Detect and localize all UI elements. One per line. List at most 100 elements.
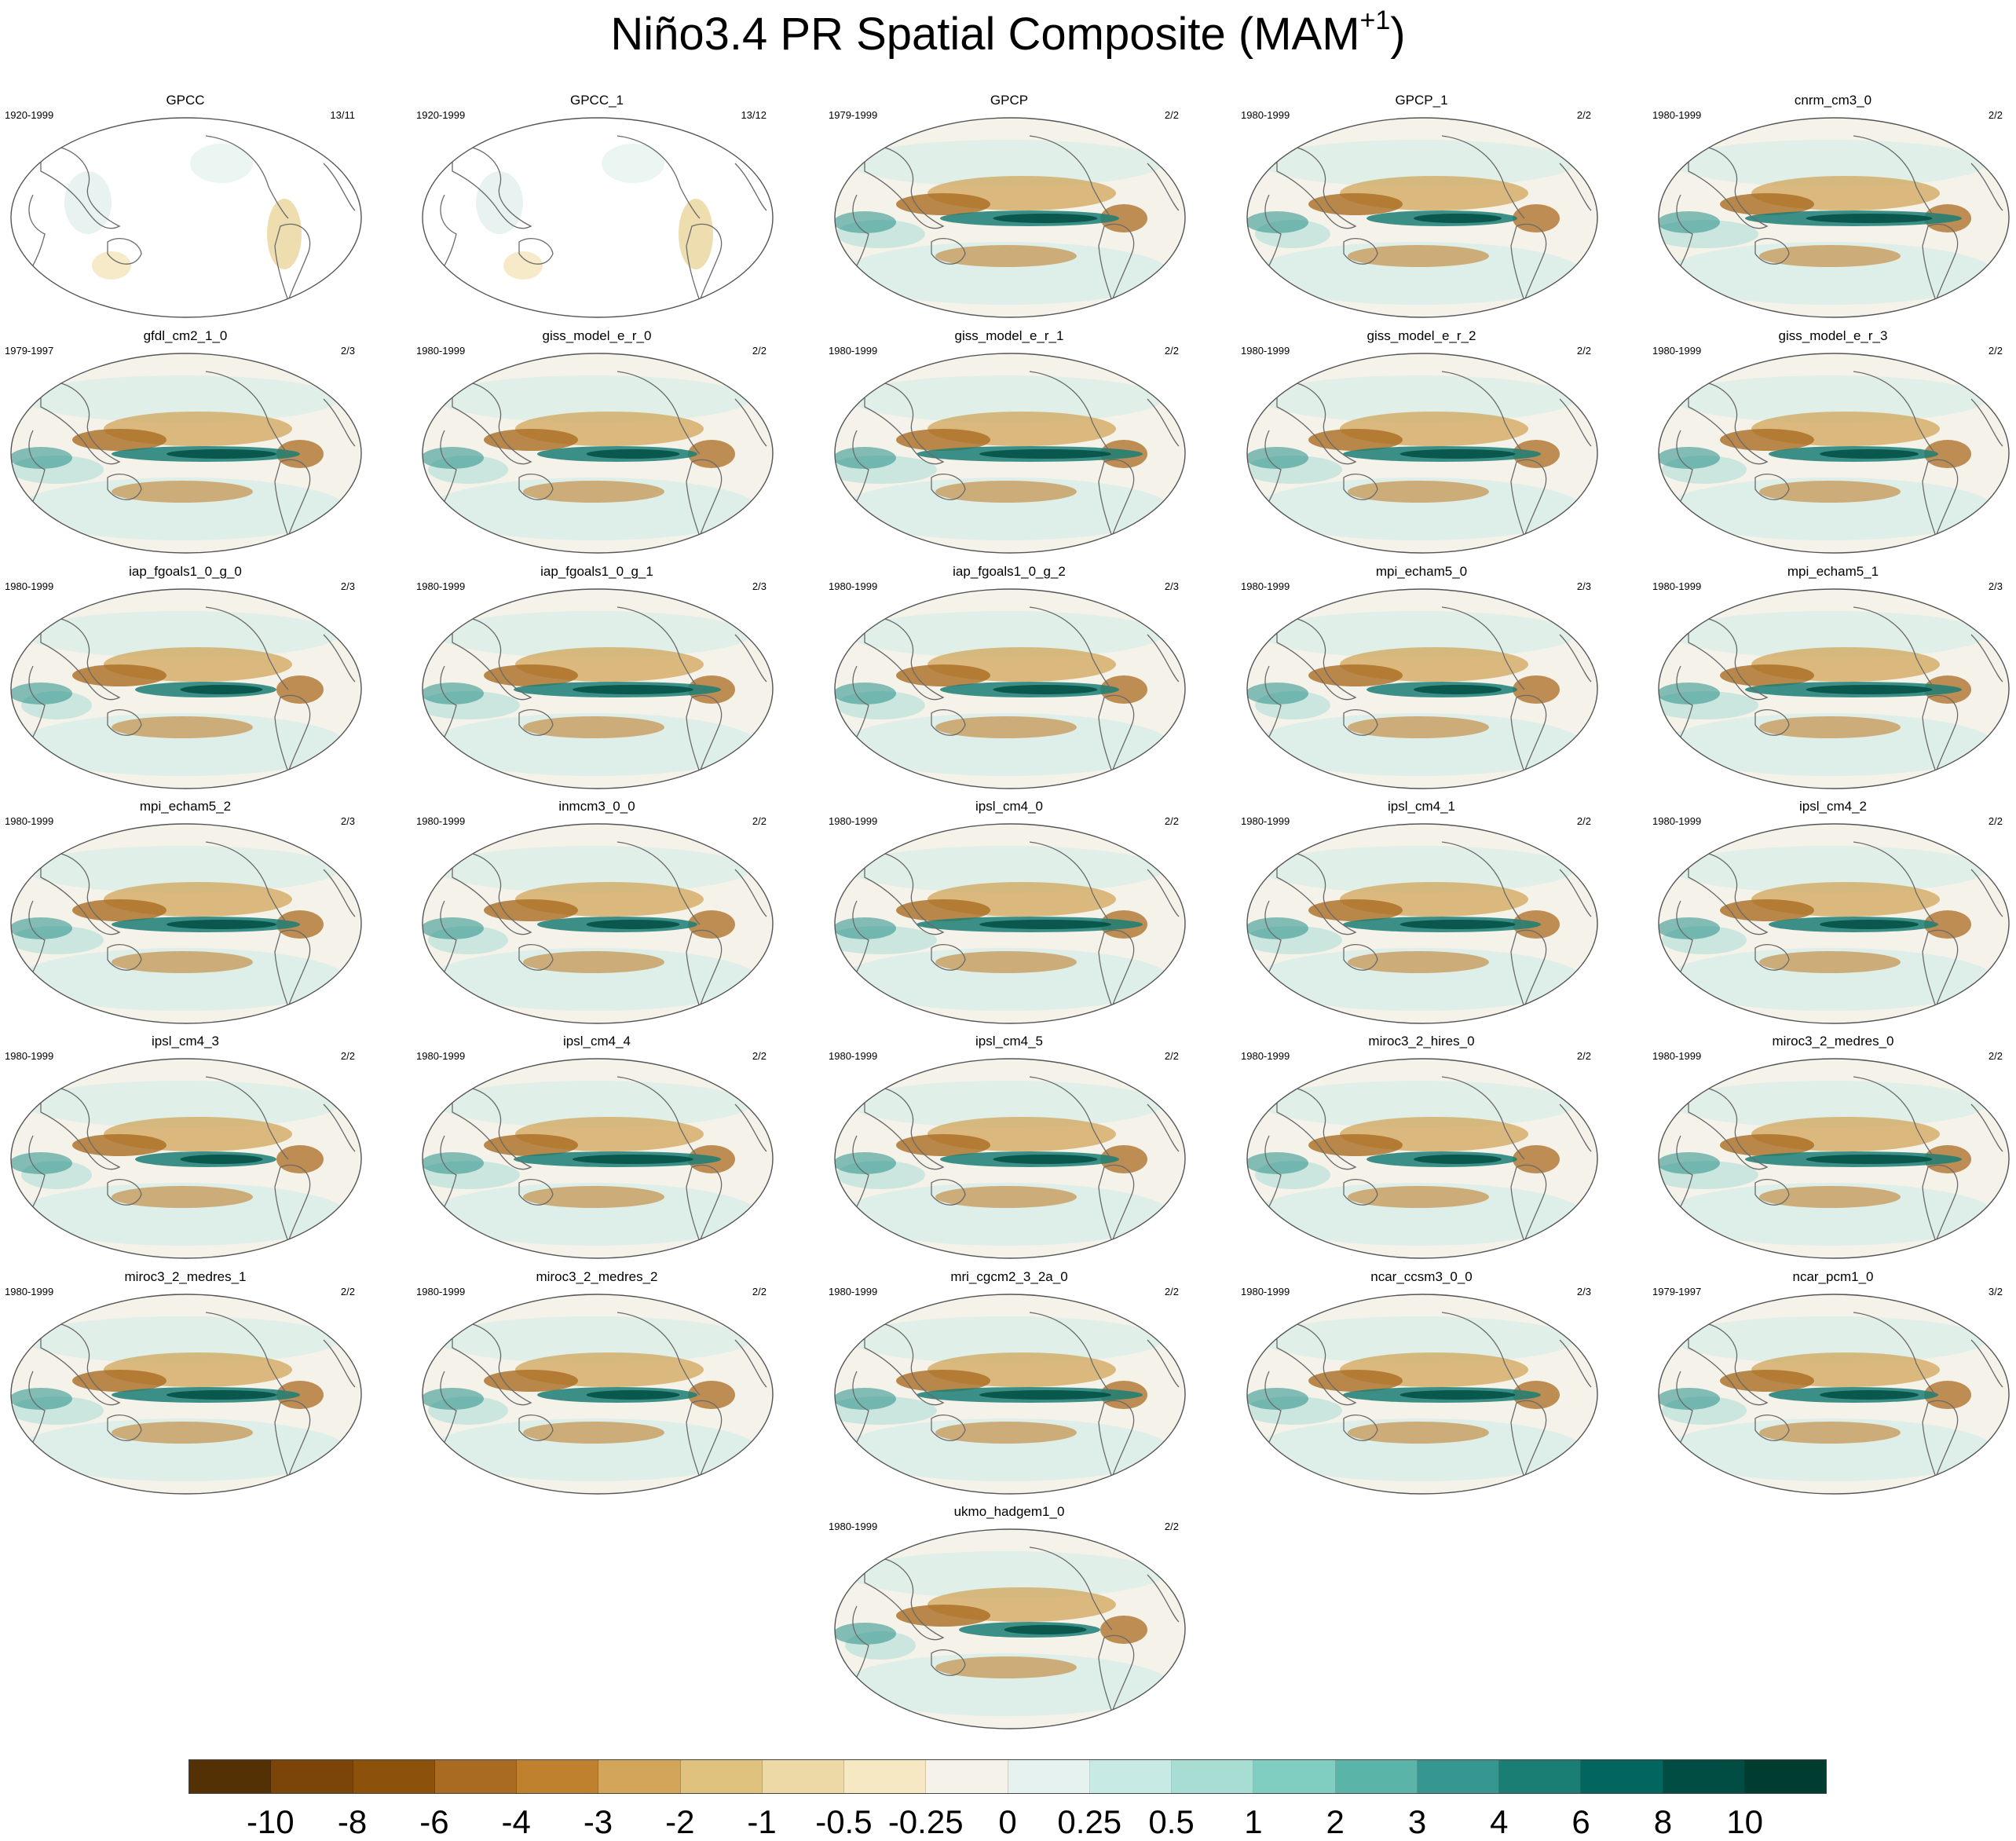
panel-period: 1979-1999 <box>829 109 878 121</box>
coastline-europe <box>1147 634 1180 683</box>
panel-event-ratio: 2/2 <box>1164 1286 1179 1297</box>
coastline-europe <box>1559 869 1592 917</box>
anomaly-blob <box>586 449 680 459</box>
anomaly-blob <box>1308 1134 1403 1156</box>
map-field <box>11 824 361 1023</box>
panel-title: GPCC_1 <box>569 93 624 108</box>
coastline-south-america <box>1098 694 1135 774</box>
coastline-asia <box>1688 617 1769 701</box>
coastline-north-america <box>1853 371 1937 455</box>
map-panel: gfdl_cm2_1_0 1979-1997 2/3 <box>5 328 366 556</box>
world-map <box>1246 823 1598 1024</box>
coastline-asia <box>40 617 121 701</box>
coastline-australia <box>1754 474 1790 500</box>
map-panel: cnrm_cm3_0 1980-1999 2/2 <box>1652 93 2014 320</box>
anomaly-blob <box>1261 140 1575 187</box>
anomaly-blob <box>423 683 484 705</box>
colorbar-tick-label: 10 <box>1726 1803 1764 1840</box>
map-border <box>10 588 362 789</box>
anomaly-blob <box>11 683 72 705</box>
coastline-south-america <box>1922 694 1959 774</box>
anomaly-blob <box>523 1422 664 1444</box>
panel-event-ratio: 2/2 <box>340 1050 355 1062</box>
colorbar-tick-label: -6 <box>419 1803 449 1840</box>
anomaly-blob <box>1659 1388 1720 1410</box>
coastline-australia <box>107 1179 142 1206</box>
coastline-australia <box>518 709 554 736</box>
anomaly-blob <box>935 245 1077 267</box>
map-panel: miroc3_2_medres_2 1980-1999 2/2 <box>416 1269 777 1497</box>
coastline-asia <box>864 851 945 935</box>
anomaly-blob <box>11 1152 72 1174</box>
world-map <box>10 588 362 789</box>
panel-title: miroc3_2_hires_0 <box>1368 1034 1475 1049</box>
coastline-australia <box>1754 1179 1790 1206</box>
coastline-australia <box>107 709 142 736</box>
panel-event-ratio: 2/3 <box>1576 1286 1591 1297</box>
coastline-south-america <box>1098 1634 1135 1715</box>
world-map <box>422 588 774 789</box>
coastline-north-america <box>617 1312 701 1396</box>
anomaly-blob <box>1247 211 1308 233</box>
map-field <box>423 1059 773 1258</box>
colorbar-tick-label: -1 <box>747 1803 777 1840</box>
anomaly-blob <box>1348 1422 1489 1444</box>
anomaly-blob <box>1673 846 1987 893</box>
coastline-asia <box>1276 145 1357 229</box>
map-panel: GPCP_1 1980-1999 2/2 <box>1241 93 1602 320</box>
map-border <box>422 1294 774 1495</box>
anomaly-blob <box>180 685 263 694</box>
coastline-australia <box>1343 1415 1378 1441</box>
map-border <box>422 1058 774 1259</box>
anomaly-blob <box>1399 1390 1516 1400</box>
anomaly-blob <box>1247 1152 1308 1174</box>
coastline-africa <box>852 900 869 972</box>
anomaly-blob <box>523 951 664 973</box>
world-map <box>422 117 774 318</box>
coastline-south-america <box>274 929 311 1009</box>
panel-period: 1980-1999 <box>1241 109 1290 121</box>
coastline-australia <box>107 1415 142 1441</box>
panel-title: miroc3_2_medres_0 <box>1772 1034 1894 1049</box>
coastline-africa <box>28 665 46 737</box>
coastline-africa <box>1676 430 1693 502</box>
coastline-africa <box>1676 1371 1693 1443</box>
map-border <box>834 1294 1186 1495</box>
land-anomaly <box>476 171 523 234</box>
coastline-north-america <box>1853 841 1937 925</box>
coastline-africa <box>1264 665 1282 737</box>
coastline-australia <box>931 944 966 971</box>
anomaly-blob <box>573 685 693 694</box>
coastline-africa <box>28 194 46 266</box>
colorbar-swatch <box>1335 1760 1418 1793</box>
map-field <box>11 589 361 789</box>
coastline-australia <box>518 1415 554 1441</box>
coastline-australia <box>931 238 966 265</box>
anomaly-blob <box>1399 449 1516 459</box>
panel-event-ratio: 2/2 <box>1164 109 1179 121</box>
coastline-europe <box>323 398 356 447</box>
map-field <box>423 353 773 553</box>
panel-period: 1980-1999 <box>1241 580 1290 592</box>
map-field <box>835 353 1185 553</box>
panel-period: 1980-1999 <box>416 815 466 827</box>
anomaly-blob <box>979 449 1111 459</box>
panel-title: mpi_echam5_0 <box>1375 564 1468 579</box>
map-border <box>1246 823 1598 1024</box>
coastline-south-america <box>1922 1400 1959 1480</box>
map-panel: ipsl_cm4_2 1980-1999 2/2 <box>1652 799 2014 1027</box>
coastline-europe <box>323 163 356 211</box>
colorbar-tick-label: -2 <box>665 1803 695 1840</box>
coastline-europe <box>734 869 767 917</box>
map-panel: miroc3_2_medres_1 1980-1999 2/2 <box>5 1269 366 1497</box>
map-field <box>11 118 361 317</box>
panel-event-ratio: 2/3 <box>340 345 355 357</box>
coastline-africa <box>1264 1371 1282 1443</box>
panel-event-ratio: 2/2 <box>752 815 767 827</box>
panel-period: 1980-1999 <box>416 1286 466 1297</box>
coastline-australia <box>1343 944 1378 971</box>
panel-period: 1920-1999 <box>416 109 466 121</box>
coastline-europe <box>1970 398 2003 447</box>
map-field <box>835 1294 1185 1494</box>
world-map <box>1246 588 1598 789</box>
